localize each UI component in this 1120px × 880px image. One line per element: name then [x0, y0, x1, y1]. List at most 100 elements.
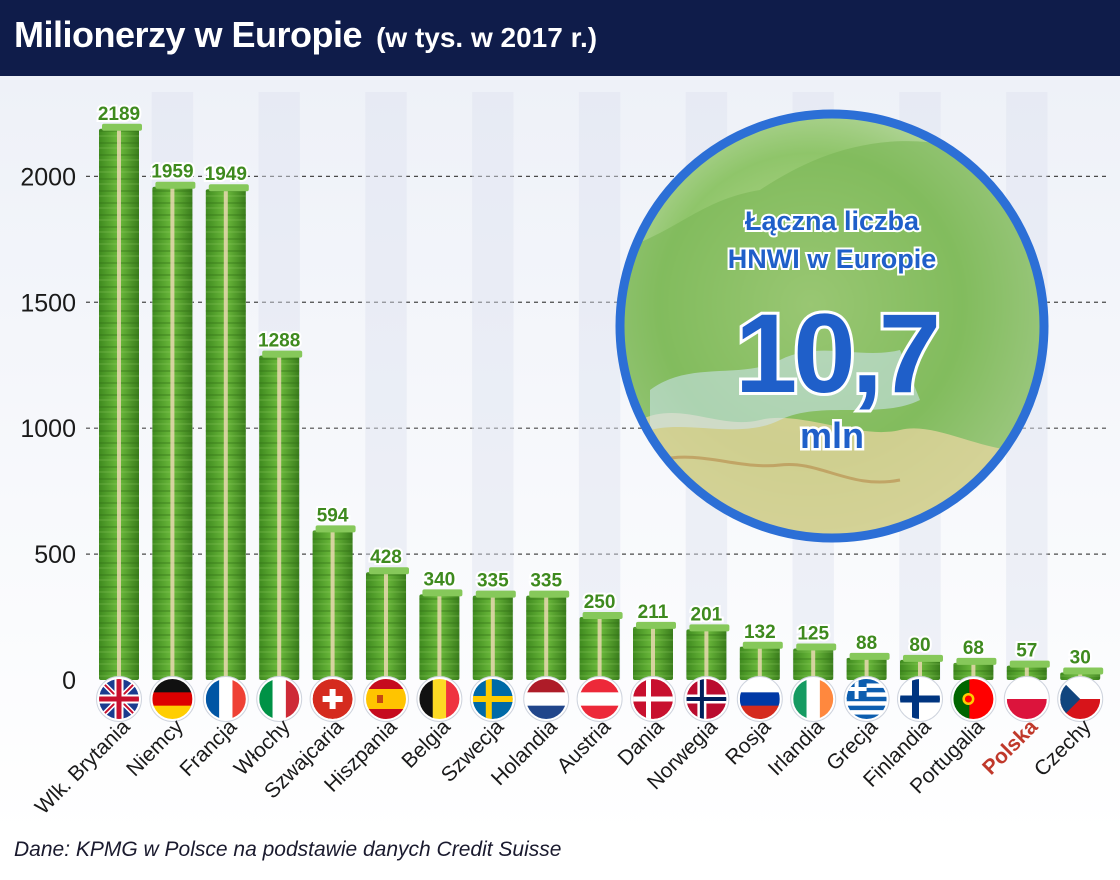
flag-austria-icon — [576, 676, 623, 722]
inset-total-value: 10,7 — [735, 291, 937, 416]
y-tick-label: 2000 — [20, 163, 76, 191]
bar-top — [849, 652, 890, 660]
bar-group: 1288 — [256, 329, 303, 680]
bar-group: 132 — [739, 620, 783, 680]
bar-top — [636, 621, 676, 629]
flag-netherlands-icon — [523, 676, 570, 722]
bar-value-label: 428 — [370, 547, 402, 568]
bar-group: 80 — [900, 633, 943, 680]
bar-value-label: 30 — [1070, 647, 1091, 668]
bar-value-label: 88 — [856, 633, 877, 654]
bar-top — [262, 350, 303, 358]
bar-top — [1009, 660, 1050, 668]
bar-band — [704, 629, 709, 680]
flag-sweden-icon — [469, 676, 516, 722]
bar-band — [437, 594, 442, 680]
bar-group: 201 — [686, 602, 730, 680]
bar-top — [315, 525, 356, 533]
flag-united-kingdom-icon — [96, 676, 142, 722]
inset-unit: mln — [800, 415, 864, 456]
bar-value-label: 211 — [638, 602, 669, 623]
bar-top — [208, 184, 249, 192]
bar-group: 88 — [846, 631, 890, 680]
bar-group: 1949 — [203, 162, 249, 680]
flag-denmark-icon — [630, 676, 676, 722]
bar-value-label: 1959 — [151, 162, 193, 183]
bar-group: 57 — [1006, 639, 1050, 680]
inset-label-line1: Łączna liczba — [745, 206, 920, 236]
bar-value-label: 1288 — [258, 331, 300, 352]
flag-switzerland-icon — [309, 676, 356, 722]
flag-ireland-icon — [790, 676, 837, 722]
bar-top — [475, 590, 516, 598]
gridlines — [86, 175, 1110, 555]
bar-top — [903, 654, 943, 662]
bar-band — [1024, 665, 1029, 680]
bar-group: 594 — [312, 503, 356, 680]
column-stripe — [472, 92, 514, 680]
bar-group: 1959 — [149, 160, 196, 681]
bar-band — [384, 572, 388, 680]
flag-italy-icon — [256, 676, 303, 722]
bar-group: 68 — [953, 636, 997, 680]
inset-ring — [615, 109, 1049, 543]
bar-value-label: 335 — [530, 571, 562, 592]
bars: 2189 1959 1949 1288 594 428 340 335 335 250 211 201… — [96, 102, 1104, 681]
bar-value-label: 80 — [909, 635, 930, 656]
bar-value-label: 57 — [1016, 641, 1037, 662]
y-tick-label: 1000 — [20, 415, 76, 443]
country-flags — [96, 676, 1104, 722]
y-axis-ticks: 0 500 1000 1500 2000 — [20, 163, 76, 695]
bar-band — [223, 189, 228, 680]
bar-value-label: 250 — [584, 592, 616, 613]
bar-top — [796, 643, 837, 651]
bar-top — [689, 624, 730, 632]
bar-band — [597, 617, 602, 680]
bar-group: 335 — [472, 569, 516, 680]
bar-value-label: 340 — [424, 569, 456, 590]
bar-top — [369, 567, 409, 575]
bar-band — [651, 626, 655, 680]
bar-band — [490, 595, 495, 680]
bar-band — [544, 595, 549, 680]
chart-subtitle: (w tys. w 2017 r.) — [376, 22, 598, 53]
bar-band — [757, 646, 762, 680]
flag-poland-icon — [1003, 676, 1050, 722]
flag-belgium-icon — [416, 676, 463, 722]
bar-value-label: 1949 — [205, 164, 247, 185]
bar-band — [277, 355, 282, 680]
flag-spain-icon — [363, 676, 409, 722]
inset-label-line2: HNWI w Europie — [728, 244, 937, 274]
chart-title-text: Milionerzy w Europie — [14, 14, 363, 55]
bar-top — [155, 181, 196, 189]
bar-group: 211 — [633, 600, 676, 680]
bar-group: 250 — [579, 590, 623, 680]
bar-top — [529, 590, 570, 598]
flag-germany-icon — [149, 676, 196, 722]
bar-band — [971, 662, 976, 680]
bar-value-label: 201 — [691, 604, 723, 625]
flag-france-icon — [202, 676, 249, 722]
flag-norway-icon — [683, 676, 730, 722]
bar-band — [918, 659, 922, 680]
bar-band — [864, 657, 869, 680]
y-tick-label: 0 — [62, 667, 76, 695]
bar-group: 428 — [366, 545, 409, 680]
y-tick-label: 1500 — [20, 289, 76, 317]
flag-greece-icon — [843, 676, 890, 722]
bar-value-label: 335 — [477, 571, 509, 592]
bar-group: 335 — [526, 569, 570, 680]
bar-top — [956, 657, 997, 665]
bar-value-label: 2189 — [98, 104, 140, 125]
bar-value-label: 125 — [797, 624, 829, 645]
bar-value-label: 594 — [317, 505, 349, 526]
bar-top — [742, 641, 783, 649]
bar-band — [117, 128, 121, 680]
column-stripe — [578, 92, 621, 680]
flag-russia-icon — [736, 676, 783, 722]
y-tick-label: 500 — [34, 541, 76, 569]
flag-portugal-icon — [950, 676, 997, 722]
bar-band — [170, 186, 175, 681]
source-note: Dane: KPMG w Polsce na podstawie danych … — [14, 838, 562, 861]
